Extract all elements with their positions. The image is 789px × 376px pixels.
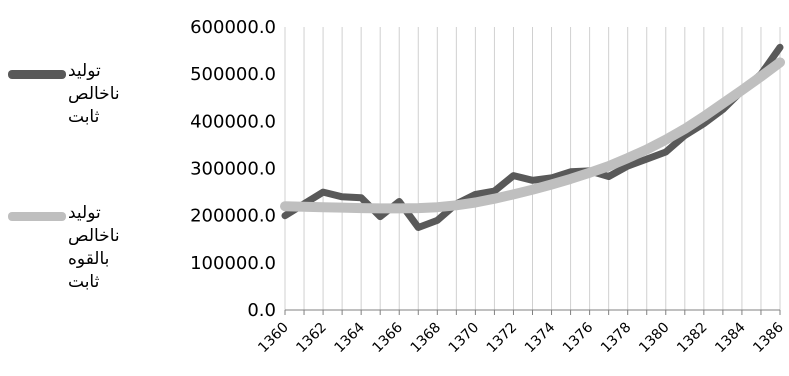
x-tick-label: 1382 <box>674 320 711 357</box>
y-tick-label: 0.0 <box>247 300 276 321</box>
y-tick-label: 300000.0 <box>190 159 276 180</box>
axes <box>284 309 781 315</box>
x-tick-label: 1384 <box>712 319 749 356</box>
x-tick-label: 1376 <box>560 319 597 356</box>
y-tick-label: 600000.0 <box>190 17 276 38</box>
x-tick-label: 1386 <box>750 319 787 356</box>
y-tick-label: 400000.0 <box>190 111 276 132</box>
x-tick-label: 1378 <box>598 320 635 357</box>
x-tick-label: 1380 <box>636 320 673 357</box>
series-line-potential <box>280 57 785 214</box>
legend-label-actual: تولید ناخالص ثابت <box>68 61 120 127</box>
x-tick-label: 1374 <box>522 319 559 356</box>
x-tick-label: 1366 <box>370 319 407 356</box>
x-tick-label: 1370 <box>446 320 483 357</box>
legend-swatch-actual <box>8 70 66 79</box>
y-tick-label: 200000.0 <box>190 206 276 227</box>
y-tick-label: 500000.0 <box>190 64 276 85</box>
legend-label-potential: تولید ناخالص بالقوه ثابت <box>68 203 120 292</box>
x-tick-label: 1368 <box>408 320 445 357</box>
legend-swatch-potential <box>8 212 66 221</box>
x-tick-label: 1360 <box>255 320 292 357</box>
x-tick-label: 1372 <box>484 320 521 357</box>
y-axis-tick-labels: 0.0 100000.0 200000.0 300000.0 400000.0 50000… <box>190 17 276 321</box>
series-lines <box>280 43 785 231</box>
grid-lines <box>284 27 781 310</box>
x-tick-label: 1364 <box>331 319 368 356</box>
x-axis-tick-labels: 1360 1362 1364 1366 1368 1370 1372 1374 1376 1378… <box>255 319 787 356</box>
x-tick-label: 1362 <box>293 320 330 357</box>
y-tick-label: 100000.0 <box>190 253 276 274</box>
